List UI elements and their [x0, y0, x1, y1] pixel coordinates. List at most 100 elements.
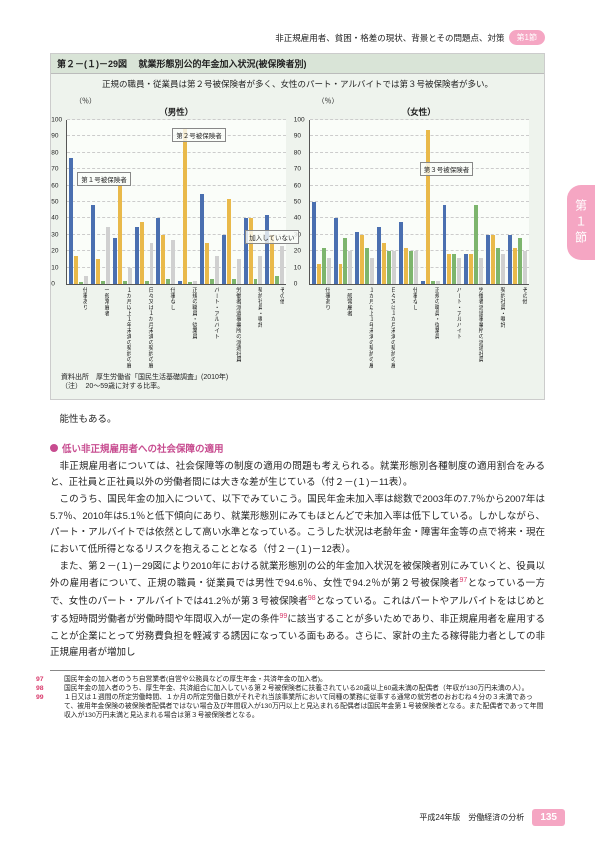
bar-group [200, 120, 219, 284]
bar [474, 205, 478, 284]
chart-panel: （％）（女性）0102030405060708090100第３号被保険者仕事あり… [304, 96, 535, 369]
y-tick: 40 [51, 215, 58, 222]
x-label: 仕事あり [68, 287, 87, 369]
y-tick: 60 [51, 182, 58, 189]
footnote-ref-98: 98 [308, 595, 316, 602]
bar [135, 227, 139, 284]
bar [431, 281, 435, 284]
bar [205, 243, 209, 284]
bar-group [443, 120, 462, 284]
bar-group [486, 120, 505, 284]
y-tick: 10 [51, 264, 58, 271]
chart-panel: （％）（男性）0102030405060708090100第２号被保険者第１号被… [61, 96, 292, 369]
bar-group [377, 120, 396, 284]
chart-annotation: 加入していない [245, 230, 298, 244]
para-2: 非正規雇用者については、社会保障等の制度の適用の問題も考えられる。就業形態別各種… [50, 459, 545, 492]
bar [464, 254, 468, 284]
x-label: 一般常雇者 [333, 287, 352, 369]
bar [244, 218, 248, 284]
bar [339, 264, 343, 284]
bar [491, 235, 495, 284]
section-heading: 低い非正規雇用者への社会保障の適用 [50, 441, 545, 455]
bar-group [464, 120, 483, 284]
footer-text: 平成24年版 労働経済の分析 [419, 812, 524, 823]
x-label: 契約社員・嘱託 [244, 287, 263, 369]
bar-group [156, 120, 175, 284]
figure-subtitle: 正規の職員・従業員は第２号被保険者が多く、女性のパート・アルバイトでは第３号被保… [61, 78, 534, 90]
y-tick: 10 [294, 264, 301, 271]
x-label: 日々又は１か月未満の契約の雇用者 [376, 287, 395, 369]
x-axis: 仕事あり一般常雇者１か月以上１年未満の契約の雇用者日々又は１か月未満の契約の雇用… [66, 287, 286, 369]
bar [145, 281, 149, 284]
figure-box: 第２－(１)－29図 就業形態別公的年金加入状況(被保険者別) 正規の職員・従業… [50, 53, 545, 400]
bar [343, 238, 347, 284]
footnotes: 97国民年金の加入者のうち自営業者(自営や公務員などの厚生年金・共済年金の加入者… [50, 670, 545, 721]
chart-label: （男性） [159, 106, 193, 118]
bar-group [312, 120, 331, 284]
footnote-97: 97国民年金の加入者のうち自営業者(自営や公務員などの厚生年金・共済年金の加入者… [50, 675, 545, 684]
bar [365, 248, 369, 284]
charts-row: （％）（男性）0102030405060708090100第２号被保険者第１号被… [61, 96, 534, 369]
x-label: 一般常雇者 [90, 287, 109, 369]
bar [74, 256, 78, 284]
bar-group [222, 120, 241, 284]
bar [377, 227, 381, 284]
bar [249, 218, 253, 284]
bar [188, 282, 192, 284]
bar [150, 243, 154, 284]
bar [91, 205, 95, 284]
x-axis: 仕事あり一般常雇者１か月以上１年未満の契約の雇用者日々又は１か月未満の契約の雇用… [309, 287, 529, 369]
bar-group [135, 120, 154, 284]
page-number: 135 [532, 809, 565, 826]
bar [414, 251, 418, 284]
bar [322, 248, 326, 284]
y-tick: 80 [51, 149, 58, 156]
bar-group [508, 120, 527, 284]
bar [200, 194, 204, 284]
bar [360, 235, 364, 284]
bar [96, 259, 100, 284]
figure-caption: 就業形態別公的年金加入状況(被保険者別) [139, 59, 307, 69]
bar [106, 227, 110, 284]
bar [69, 158, 73, 284]
x-label: パート・アルバイト [200, 287, 219, 369]
y-tick: 0 [51, 281, 55, 288]
bar [193, 281, 197, 284]
bar [156, 218, 160, 284]
bar [496, 248, 500, 284]
x-label: その他 [508, 287, 527, 369]
bar [232, 279, 236, 284]
bar [355, 232, 359, 284]
bar [237, 259, 241, 284]
bar-group [421, 120, 440, 284]
y-tick: 50 [294, 199, 301, 206]
side-tab: 第１節 [567, 185, 595, 260]
y-tick: 60 [294, 182, 301, 189]
x-label: 労働者派遣事業所の派遣社員 [464, 287, 483, 369]
bar [426, 130, 430, 284]
bar [275, 276, 279, 284]
bar [392, 251, 396, 284]
bar-group [91, 120, 110, 284]
bar [140, 222, 144, 284]
bar [280, 246, 284, 284]
bar [166, 279, 170, 284]
y-unit: （％） [318, 96, 339, 106]
bar [171, 240, 175, 284]
y-tick: 70 [51, 166, 58, 173]
bar [421, 281, 425, 284]
y-tick: 20 [51, 248, 58, 255]
bar [479, 258, 483, 284]
bar [452, 254, 456, 284]
page-header: 非正規雇用者、貧困・格差の現状、背景とその問題点、対策 第1節 [50, 30, 545, 45]
y-tick: 90 [51, 133, 58, 140]
bar [370, 258, 374, 284]
bar [84, 276, 88, 284]
x-label: １か月以上１年未満の契約の雇用者 [112, 287, 131, 369]
y-tick: 90 [294, 133, 301, 140]
y-tick: 30 [51, 231, 58, 238]
bar [334, 218, 338, 284]
bar [254, 279, 258, 284]
section-badge: 第1節 [509, 30, 545, 45]
bar [513, 248, 517, 284]
